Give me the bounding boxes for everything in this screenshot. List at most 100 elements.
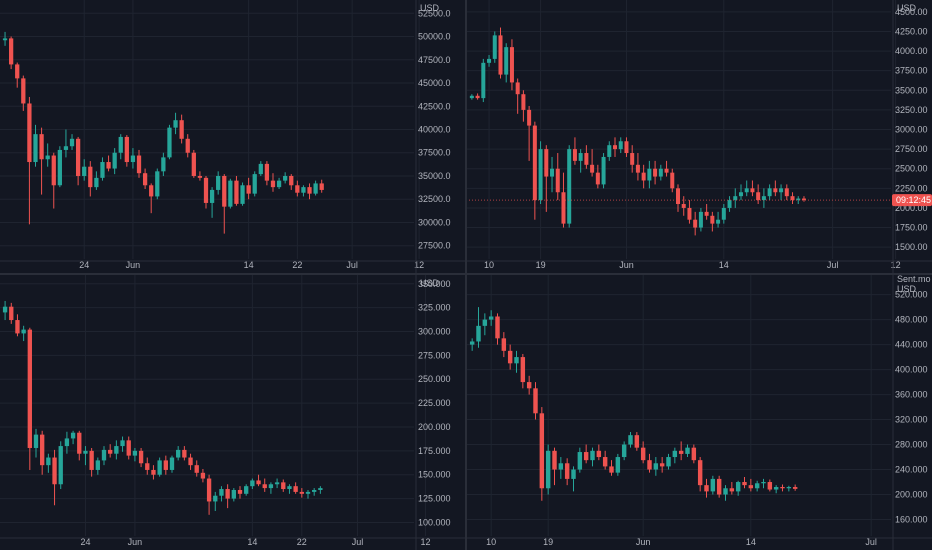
candle[interactable] <box>234 175 239 206</box>
candle[interactable] <box>658 164 663 181</box>
candle[interactable] <box>721 204 726 224</box>
candle[interactable] <box>228 178 233 209</box>
candle[interactable] <box>69 134 75 150</box>
candle[interactable] <box>307 183 312 200</box>
candle[interactable] <box>552 447 557 486</box>
candle[interactable] <box>509 39 514 91</box>
candle[interactable] <box>618 137 623 154</box>
candle[interactable] <box>613 137 618 157</box>
candle[interactable] <box>132 447 138 462</box>
candle[interactable] <box>95 457 100 475</box>
candle[interactable] <box>101 446 107 466</box>
candle[interactable] <box>305 489 311 499</box>
candle[interactable] <box>21 325 26 342</box>
candle[interactable] <box>641 164 646 189</box>
candle[interactable] <box>796 196 801 205</box>
candle[interactable] <box>615 453 621 476</box>
candle[interactable] <box>475 93 480 100</box>
candle[interactable] <box>45 143 50 167</box>
candle[interactable] <box>83 446 88 466</box>
chart-pane-top-right[interactable]: 1500.00 1750.00 2000.00 2250.00 2500.00 2750.… <box>467 0 932 273</box>
candle[interactable] <box>167 124 172 160</box>
candle[interactable] <box>216 171 221 195</box>
candle[interactable] <box>681 196 686 216</box>
candle[interactable] <box>487 54 492 67</box>
candle[interactable] <box>492 31 497 63</box>
candle[interactable] <box>596 444 602 461</box>
candle[interactable] <box>571 466 576 492</box>
candle[interactable] <box>88 161 93 197</box>
candle[interactable] <box>801 196 806 202</box>
candle[interactable] <box>151 465 156 480</box>
candle[interactable] <box>281 479 286 492</box>
candle[interactable] <box>185 134 190 158</box>
candle[interactable] <box>136 149 142 178</box>
candle[interactable] <box>716 475 722 498</box>
candle[interactable] <box>678 441 684 461</box>
candle[interactable] <box>283 172 288 184</box>
candle[interactable] <box>222 174 227 234</box>
candle[interactable] <box>727 196 732 212</box>
candle[interactable] <box>640 441 646 464</box>
candle[interactable] <box>584 145 589 169</box>
candle[interactable] <box>2 300 8 321</box>
candle[interactable] <box>621 441 627 461</box>
candle[interactable] <box>264 161 270 186</box>
candle[interactable] <box>550 156 555 193</box>
candle[interactable] <box>653 160 658 185</box>
candle[interactable] <box>213 491 218 511</box>
candle[interactable] <box>287 484 292 494</box>
candle[interactable] <box>748 478 754 492</box>
candle[interactable] <box>21 75 26 111</box>
candle[interactable] <box>527 105 532 161</box>
candle[interactable] <box>501 332 507 358</box>
candle[interactable] <box>590 447 595 467</box>
candle[interactable] <box>63 129 69 158</box>
candle[interactable] <box>555 153 560 201</box>
candle[interactable] <box>33 124 38 167</box>
candle[interactable] <box>780 484 785 492</box>
candle[interactable] <box>635 153 640 181</box>
candle[interactable] <box>94 171 99 190</box>
candle[interactable] <box>161 152 166 176</box>
candle[interactable] <box>647 160 652 189</box>
candle[interactable] <box>225 484 230 509</box>
candle[interactable] <box>607 141 612 161</box>
candle[interactable] <box>289 174 294 190</box>
candle[interactable] <box>138 447 144 468</box>
candle[interactable] <box>704 478 709 498</box>
candle[interactable] <box>590 149 595 177</box>
candle[interactable] <box>578 149 583 173</box>
candle[interactable] <box>295 180 300 197</box>
candle[interactable] <box>738 184 743 201</box>
candle[interactable] <box>301 185 306 197</box>
candle[interactable] <box>197 171 203 181</box>
candle[interactable] <box>27 327 32 470</box>
candle[interactable] <box>70 430 76 445</box>
candle[interactable] <box>51 152 56 209</box>
candle[interactable] <box>130 148 136 169</box>
candle[interactable] <box>630 145 635 173</box>
candle[interactable] <box>710 475 716 495</box>
candle[interactable] <box>504 43 509 83</box>
candle[interactable] <box>558 457 564 479</box>
candle[interactable] <box>744 180 749 197</box>
candle[interactable] <box>693 211 698 236</box>
candle[interactable] <box>687 200 692 224</box>
candle[interactable] <box>526 375 532 395</box>
candle[interactable] <box>735 480 741 496</box>
candle[interactable] <box>40 430 45 475</box>
candle[interactable] <box>191 149 196 178</box>
candle[interactable] <box>628 432 633 448</box>
candle[interactable] <box>634 432 640 451</box>
candle[interactable] <box>206 474 212 515</box>
candle[interactable] <box>173 112 178 135</box>
candle[interactable] <box>120 436 125 452</box>
candle[interactable] <box>209 187 215 218</box>
candle[interactable] <box>507 344 513 370</box>
candle[interactable] <box>9 36 14 70</box>
candle[interactable] <box>46 453 51 473</box>
candle[interactable] <box>482 313 488 336</box>
candle[interactable] <box>733 188 738 208</box>
candle[interactable] <box>179 114 184 144</box>
